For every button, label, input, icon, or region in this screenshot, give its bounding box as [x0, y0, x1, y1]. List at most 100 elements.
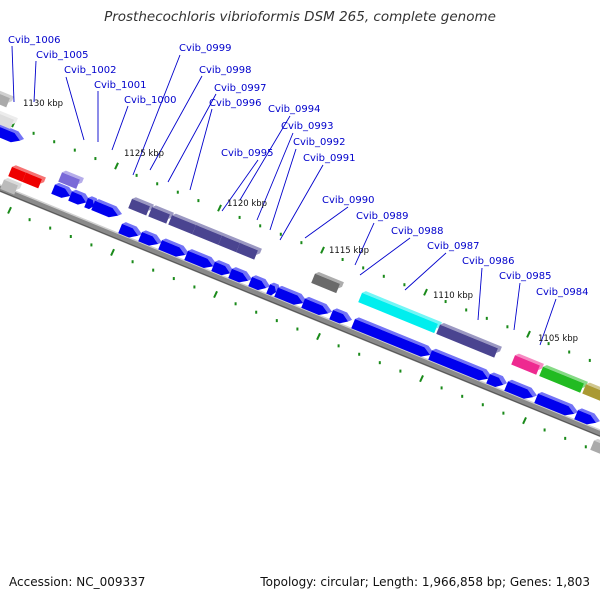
tick-mark-r0-24	[506, 325, 509, 329]
gene-arrow-16[interactable]	[168, 212, 200, 235]
gene-label-cvib-1005[interactable]: Cvib_1005	[36, 50, 88, 61]
gene-label-cvib-0991[interactable]: Cvib_0991	[303, 153, 355, 164]
leader-line-16	[359, 237, 411, 276]
gene-arrow-14[interactable]	[148, 204, 174, 225]
gene-arrow-33[interactable]	[486, 371, 509, 390]
gene-label-cvib-0993[interactable]: Cvib_0993	[281, 121, 333, 132]
gene-label-cvib-1006[interactable]: Cvib_1006	[8, 35, 60, 46]
gene-label-cvib-0987[interactable]: Cvib_0987	[427, 241, 479, 252]
tick-mark-r0-15	[320, 246, 325, 254]
gene-arrow-6-top	[62, 170, 84, 185]
gene-label-cvib-1000[interactable]: Cvib_1000	[124, 95, 176, 106]
gene-arrow-23[interactable]	[248, 274, 272, 294]
gene-label-cvib-0985[interactable]: Cvib_0985	[499, 271, 551, 282]
gene-arrow-4[interactable]	[22, 170, 46, 190]
gene-arrow-13-top	[142, 230, 163, 244]
tick-mark-r1-4	[90, 243, 93, 247]
gene-arrow-12-body	[128, 198, 150, 216]
leader-line-4	[111, 105, 129, 151]
gene-arrow-26[interactable]	[301, 296, 334, 319]
tick-mark-r0-9	[197, 199, 200, 203]
gene-arrow-2[interactable]	[0, 87, 14, 108]
tick-mark-r0-20	[423, 288, 428, 296]
gene-arrow-37[interactable]	[539, 364, 588, 394]
gene-arrow-32[interactable]	[436, 322, 502, 359]
kbp-marker-1115: 1115 kbp	[329, 246, 369, 256]
gene-arrow-27[interactable]	[311, 271, 344, 294]
gene-arrow-20-top	[222, 234, 244, 248]
gene-label-cvib-0999[interactable]: Cvib_0999	[179, 43, 231, 54]
gene-arrow-12[interactable]	[128, 196, 154, 217]
leader-line-6	[149, 75, 203, 171]
gene-arrow-11-top	[122, 222, 143, 236]
gene-label-cvib-0995[interactable]: Cvib_0995	[221, 148, 273, 159]
gene-arrow-22-top	[240, 241, 262, 255]
gene-arrow-28[interactable]	[329, 307, 354, 327]
gene-arrow-33-top	[490, 372, 508, 385]
gene-arrow-29[interactable]	[351, 316, 436, 361]
leader-line-2	[65, 76, 85, 141]
gene-arrow-19[interactable]	[211, 259, 236, 279]
gene-arrow-36[interactable]	[534, 391, 580, 420]
gene-label-cvib-0997[interactable]: Cvib_0997	[214, 83, 266, 94]
gene-arrow-31[interactable]	[428, 348, 494, 385]
gene-arrow-41[interactable]	[0, 107, 18, 130]
gene-arrow-35-top	[515, 353, 544, 371]
gene-arrow-25-body	[274, 287, 304, 305]
gene-arrow-15-top	[162, 238, 190, 255]
tick-mark-r1-8	[172, 277, 175, 281]
gene-arrow-34[interactable]	[504, 379, 539, 403]
gene-label-cvib-0994[interactable]: Cvib_0994	[268, 104, 320, 115]
gene-label-cvib-0990[interactable]: Cvib_0990	[322, 195, 374, 206]
gene-arrow-22[interactable]	[236, 240, 262, 261]
gene-arrow-11[interactable]	[118, 221, 144, 242]
gene-arrow-13-body	[138, 231, 159, 246]
gene-arrow-21-body	[228, 268, 249, 283]
gene-label-cvib-0989[interactable]: Cvib_0989	[356, 211, 408, 222]
gene-arrow-38[interactable]	[574, 407, 600, 428]
gene-arrow-1[interactable]	[0, 120, 26, 146]
gene-arrow-27-top	[315, 271, 344, 289]
gene-label-cvib-0992[interactable]: Cvib_0992	[293, 137, 345, 148]
gene-arrow-25[interactable]	[274, 285, 309, 309]
tick-mark-r1-11	[234, 302, 237, 306]
gene-arrow-39[interactable]	[582, 382, 600, 405]
gene-arrow-20[interactable]	[218, 233, 244, 254]
gene-arrow-10[interactable]	[91, 198, 124, 221]
tick-mark-r1-9	[193, 285, 196, 289]
gene-label-cvib-1001[interactable]: Cvib_1001	[94, 80, 146, 91]
gene-arrow-7[interactable]	[51, 182, 76, 202]
gene-label-cvib-0986[interactable]: Cvib_0986	[462, 256, 514, 267]
gene-arrow-6[interactable]	[58, 170, 84, 191]
gene-arrow-29-body	[351, 318, 431, 357]
tick-mark-r0-17	[362, 266, 365, 270]
gene-arrow-8[interactable]	[68, 189, 92, 209]
gene-label-cvib-0984[interactable]: Cvib_0984	[536, 287, 588, 298]
gene-arrow-35[interactable]	[511, 353, 544, 376]
gene-label-cvib-0998[interactable]: Cvib_0998	[199, 65, 251, 76]
gene-arrow-16-body	[168, 215, 197, 235]
tick-mark-r1-22	[461, 394, 464, 398]
gene-arrow-30[interactable]	[358, 290, 442, 334]
tick-mark-r1-6	[131, 260, 134, 264]
gene-arrow-21[interactable]	[228, 266, 254, 287]
gene-arrow-18[interactable]	[192, 222, 226, 246]
tick-mark-r0-6	[135, 173, 138, 177]
gene-arrow-5-body	[0, 179, 18, 195]
gene-arrow-33-body	[486, 374, 504, 388]
gene-arrow-13[interactable]	[138, 229, 164, 250]
gene-arrow-20-body	[218, 235, 240, 253]
tick-mark-r0-5	[114, 162, 119, 170]
gene-arrow-5[interactable]	[0, 177, 22, 196]
gene-arrow-18-body	[192, 225, 223, 245]
gene-label-cvib-0996[interactable]: Cvib_0996	[209, 98, 261, 109]
kbp-marker-1125: 1125 kbp	[124, 149, 164, 159]
gene-arrow-40[interactable]	[590, 438, 600, 459]
gene-arrow-17[interactable]	[184, 248, 219, 272]
gene-label-cvib-1002[interactable]: Cvib_1002	[64, 65, 116, 76]
tick-mark-r1-16	[337, 344, 340, 348]
gene-label-cvib-0988[interactable]: Cvib_0988	[391, 226, 443, 237]
gene-arrow-6-body	[58, 172, 80, 189]
kbp-marker-1120: 1120 kbp	[227, 199, 267, 209]
gene-arrow-15[interactable]	[158, 237, 191, 260]
